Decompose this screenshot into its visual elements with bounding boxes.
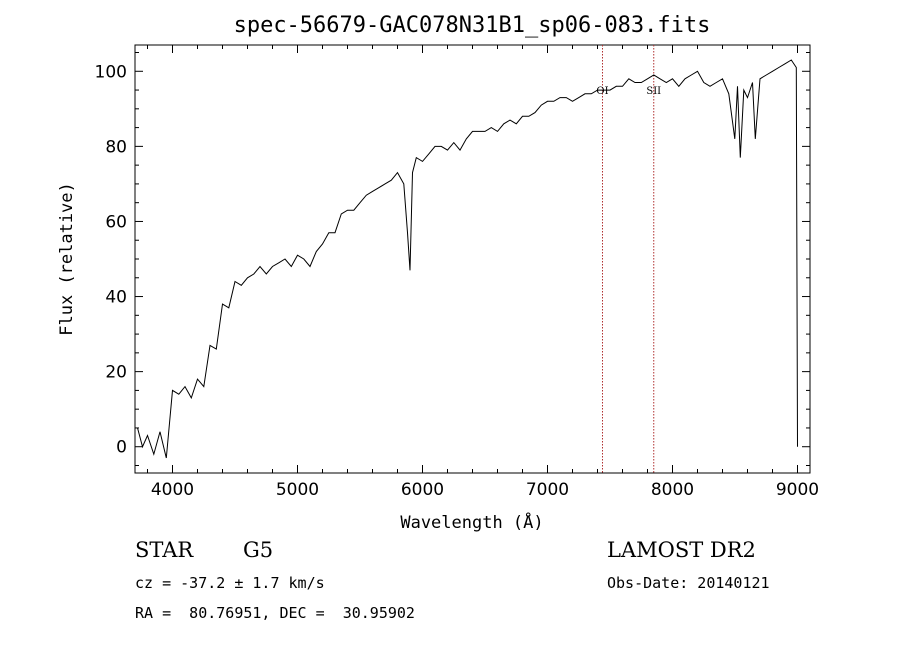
x-tick-label: 5000 [276, 480, 319, 500]
survey-name: LAMOST DR2 [607, 538, 756, 562]
x-axis-ticks: 4000 5000 6000 7000 8000 9000 [147, 45, 819, 500]
radial-velocity: cz = -37.2 ± 1.7 km/s [135, 574, 325, 592]
x-axis-label: Wavelength (Å) [400, 511, 543, 533]
object-class: STAR [135, 538, 194, 562]
y-tick-label: 40 [105, 288, 127, 308]
y-tick-label: 20 [105, 363, 127, 383]
y-tick-label: 60 [105, 212, 127, 232]
plot-frame [134, 44, 811, 474]
coordinates: RA = 80.76951, DEC = 30.95902 [135, 604, 415, 622]
spectral-subclass: G5 [243, 538, 274, 562]
x-tick-label: 4000 [151, 480, 194, 500]
y-tick-label: 100 [95, 62, 127, 82]
x-tick-label: 9000 [776, 480, 819, 500]
x-tick-label: 6000 [401, 480, 444, 500]
line-marker-label: SII [646, 86, 661, 97]
observation-date: Obs-Date: 20140121 [607, 574, 770, 592]
spectrum-line [137, 59, 798, 459]
x-tick-label: 8000 [651, 480, 694, 500]
line-marker-label: OI [596, 86, 608, 97]
y-axis-label: Flux (relative) [57, 182, 77, 336]
y-axis-ticks: 0 20 40 60 80 100 [95, 52, 810, 466]
line-markers: OI SII [596, 45, 661, 473]
x-tick-label: 7000 [526, 480, 569, 500]
y-tick-label: 80 [105, 137, 127, 157]
chart-title: spec-56679-GAC078N31B1_sp06-083.fits [234, 13, 711, 38]
y-tick-label: 0 [116, 438, 127, 458]
